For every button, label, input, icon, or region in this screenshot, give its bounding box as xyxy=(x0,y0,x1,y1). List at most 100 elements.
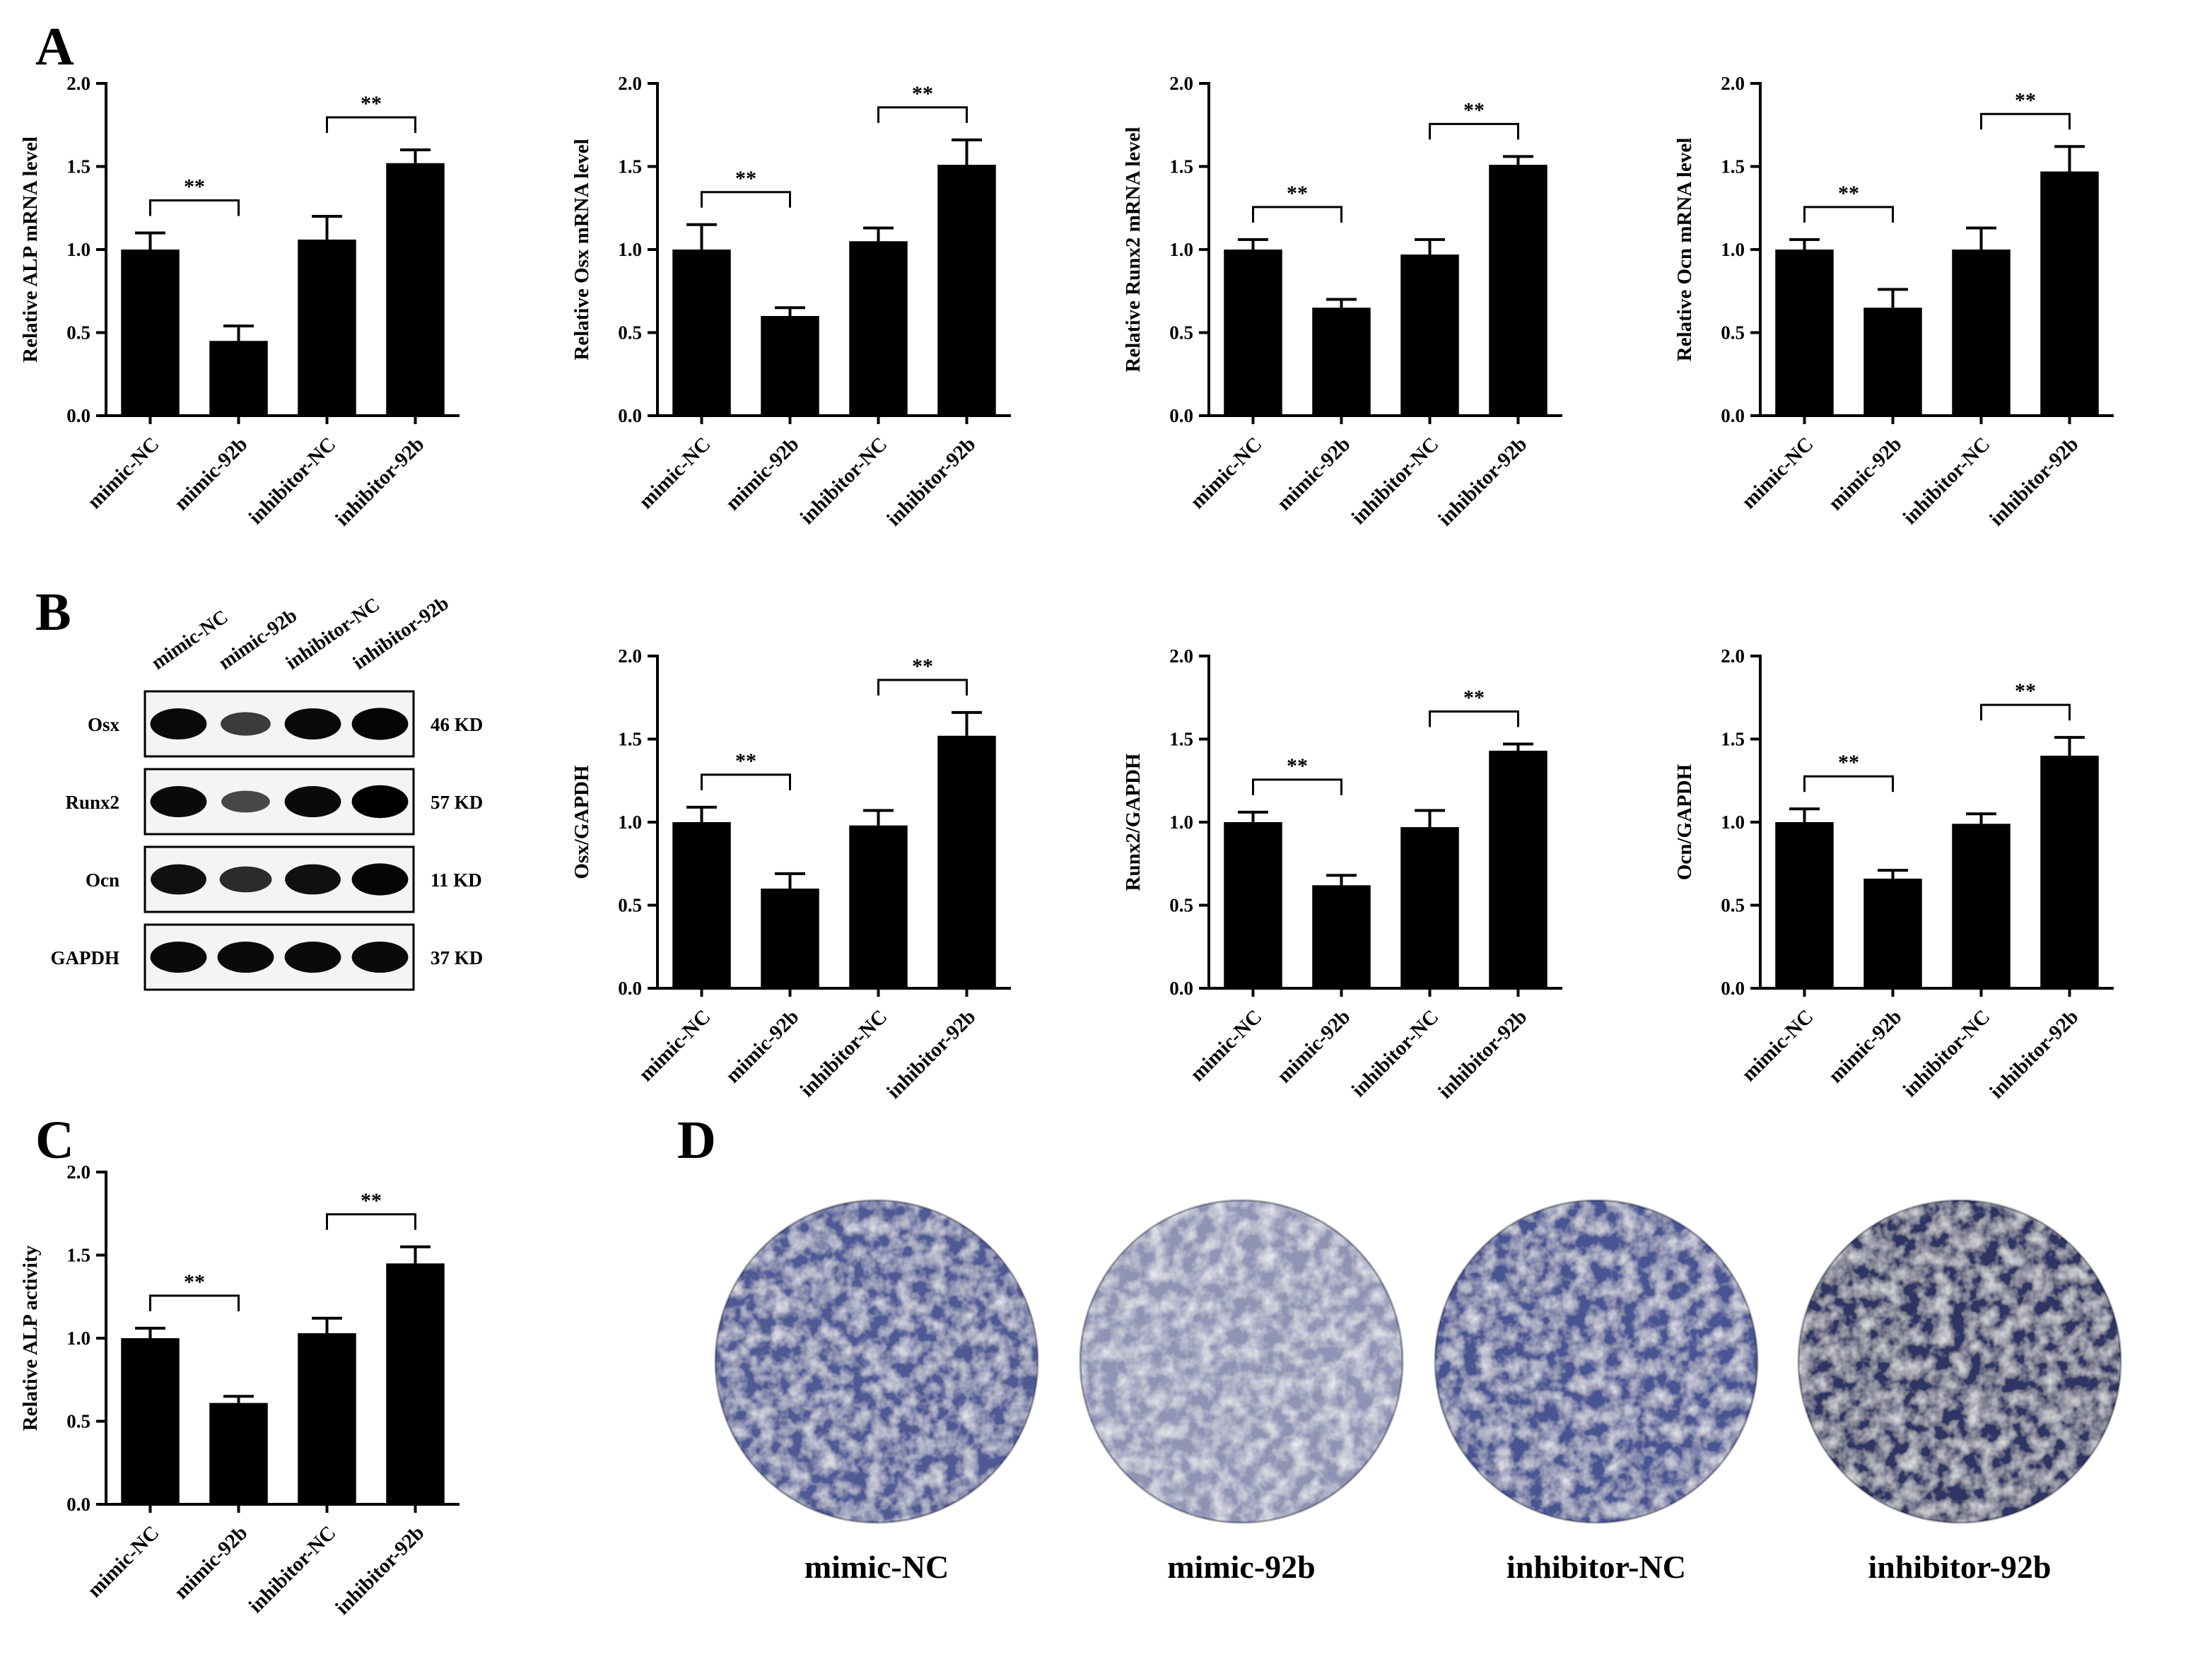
significance-marker: ** xyxy=(184,175,205,199)
western-blot: mimic-NCmimic-92binhibitor-NCinhibitor-9… xyxy=(51,592,483,991)
significance-bracket xyxy=(1803,206,1894,223)
protein-band xyxy=(221,790,270,813)
protein-band xyxy=(285,864,341,895)
kd-label: 57 KD xyxy=(431,792,483,813)
protein-band xyxy=(351,785,409,819)
bar-mimic-NC xyxy=(1224,250,1282,416)
significance-marker: ** xyxy=(1463,98,1485,122)
significance-bracket xyxy=(326,116,416,133)
well-rim xyxy=(1079,1199,1404,1524)
y-tick-label: 1.5 xyxy=(618,156,642,177)
bar-mimic-92b xyxy=(209,1403,268,1504)
y-tick-label: 2.0 xyxy=(618,645,642,667)
y-tick-label: 0.0 xyxy=(618,978,642,999)
plot-area: 0.0 0.5 1.0 1.5 2.0 Runx2/GAPDH mimic-NC mimic-… xyxy=(1122,645,1562,1103)
bar-inhibitor-92b xyxy=(937,735,996,988)
significance-bracket xyxy=(701,191,791,208)
x-tick-label: mimic-NC xyxy=(635,433,715,513)
y-axis-label: Ocn/GAPDH xyxy=(1673,763,1696,880)
y-tick-label: 0.0 xyxy=(66,405,90,426)
y-tick-label: 0.0 xyxy=(1169,405,1193,426)
y-tick-label: 2.0 xyxy=(66,73,90,94)
bar-mimic-92b xyxy=(761,889,819,988)
bar-mimic-NC xyxy=(1775,822,1834,988)
protein-band xyxy=(284,708,341,739)
well-rim xyxy=(1434,1199,1759,1524)
bar-mimic-NC xyxy=(121,250,180,416)
significance-marker: ** xyxy=(1287,754,1308,778)
well-rim xyxy=(1797,1199,2122,1524)
bar-mimic-92b xyxy=(1312,308,1371,416)
significance-bracket xyxy=(1803,775,1894,792)
kd-label: 11 KD xyxy=(431,870,482,891)
bar-mimic-NC xyxy=(121,1338,180,1504)
x-tick-label: mimic-NC xyxy=(1186,433,1267,513)
y-tick-label: 2.0 xyxy=(1169,73,1193,94)
y-tick-label: 1.5 xyxy=(66,1245,90,1266)
protein-band xyxy=(151,864,206,895)
protein-band xyxy=(150,786,207,817)
y-tick-label: 0.5 xyxy=(1169,322,1193,344)
x-tick-label: inhibitor-NC xyxy=(245,433,341,529)
y-axis-label: Runx2/GAPDH xyxy=(1122,753,1145,891)
x-tick-label: inhibitor-92b xyxy=(882,1005,980,1103)
x-tick-label: inhibitor-NC xyxy=(1347,1005,1444,1101)
significance-marker: ** xyxy=(735,167,756,190)
bar-mimic-NC xyxy=(672,822,731,988)
plot-area: 0.0 0.5 1.0 1.5 2.0 Relative Ocn mRNA level mi… xyxy=(1673,73,2114,530)
bar-inhibitor-NC xyxy=(849,241,908,416)
bar-inhibitor-NC xyxy=(298,239,356,416)
y-tick-label: 1.0 xyxy=(1169,812,1193,833)
well-label: mimic-92b xyxy=(1167,1549,1316,1585)
x-tick-label: inhibitor-92b xyxy=(331,433,428,530)
significance-bracket xyxy=(149,199,240,216)
significance-marker: ** xyxy=(184,1270,205,1294)
significance-bracket xyxy=(1252,206,1342,223)
stain-well xyxy=(1798,1200,2121,1523)
x-tick-label: inhibitor-NC xyxy=(796,1005,892,1101)
bar-inhibitor-92b xyxy=(1489,750,1547,988)
bar-inhibitor-92b xyxy=(937,165,996,416)
x-tick-label: mimic-92b xyxy=(721,1005,803,1087)
y-axis-label: Relative Osx mRNA level xyxy=(570,139,593,360)
chart-alp-activity: 0.0 0.5 1.0 1.5 2.0 Relative ALP activity mimi… xyxy=(19,1161,460,1619)
significance-bracket xyxy=(1980,112,2071,130)
y-tick-label: 1.0 xyxy=(66,239,90,260)
chart-alp-mrna: 0.0 0.5 1.0 1.5 2.0 Relative ALP mRNA level mi… xyxy=(19,73,460,530)
panel-label-b: B xyxy=(35,582,71,642)
plot-area: 0.0 0.5 1.0 1.5 2.0 Relative Osx mRNA level mi… xyxy=(570,73,1011,530)
bar-inhibitor-NC xyxy=(1952,250,2011,416)
y-tick-label: 0.0 xyxy=(1721,405,1745,426)
chart-osx-gapdh: 0.0 0.5 1.0 1.5 2.0 Osx/GAPDH mimic-NC mimic-92… xyxy=(570,645,1011,1103)
y-tick-label: 0.5 xyxy=(1169,895,1193,916)
alp-staining-wells: mimic-NC mimic-92b inhibitor-NC inhibitor-9… xyxy=(714,1199,2122,1585)
protein-label: Runx2 xyxy=(65,792,119,813)
significance-marker: ** xyxy=(912,82,933,105)
y-tick-label: 1.5 xyxy=(66,156,90,177)
stain-well xyxy=(715,1200,1038,1523)
y-tick-label: 1.0 xyxy=(66,1328,90,1349)
y-tick-label: 0.5 xyxy=(66,322,90,344)
stain-well xyxy=(1435,1200,1757,1523)
x-tick-label: inhibitor-92b xyxy=(331,1521,428,1619)
bar-inhibitor-NC xyxy=(849,825,908,988)
bar-mimic-92b xyxy=(1312,885,1371,988)
y-tick-label: 2.0 xyxy=(618,73,642,94)
kd-label: 46 KD xyxy=(431,714,483,735)
significance-marker: ** xyxy=(735,749,756,773)
bar-inhibitor-92b xyxy=(1489,165,1547,416)
y-tick-label: 1.0 xyxy=(618,239,642,260)
significance-marker: ** xyxy=(361,92,382,115)
y-tick-label: 2.0 xyxy=(66,1161,90,1183)
significance-bracket xyxy=(1429,710,1519,727)
significance-bracket xyxy=(1252,778,1342,795)
y-tick-label: 2.0 xyxy=(1721,73,1745,94)
well-label: inhibitor-NC xyxy=(1506,1549,1686,1585)
y-tick-label: 0.5 xyxy=(66,1411,90,1432)
protein-band xyxy=(351,708,409,740)
x-tick-label: mimic-92b xyxy=(170,433,252,515)
bar-inhibitor-92b xyxy=(386,1263,445,1504)
protein-band xyxy=(150,942,207,973)
y-tick-label: 1.0 xyxy=(1721,239,1745,260)
